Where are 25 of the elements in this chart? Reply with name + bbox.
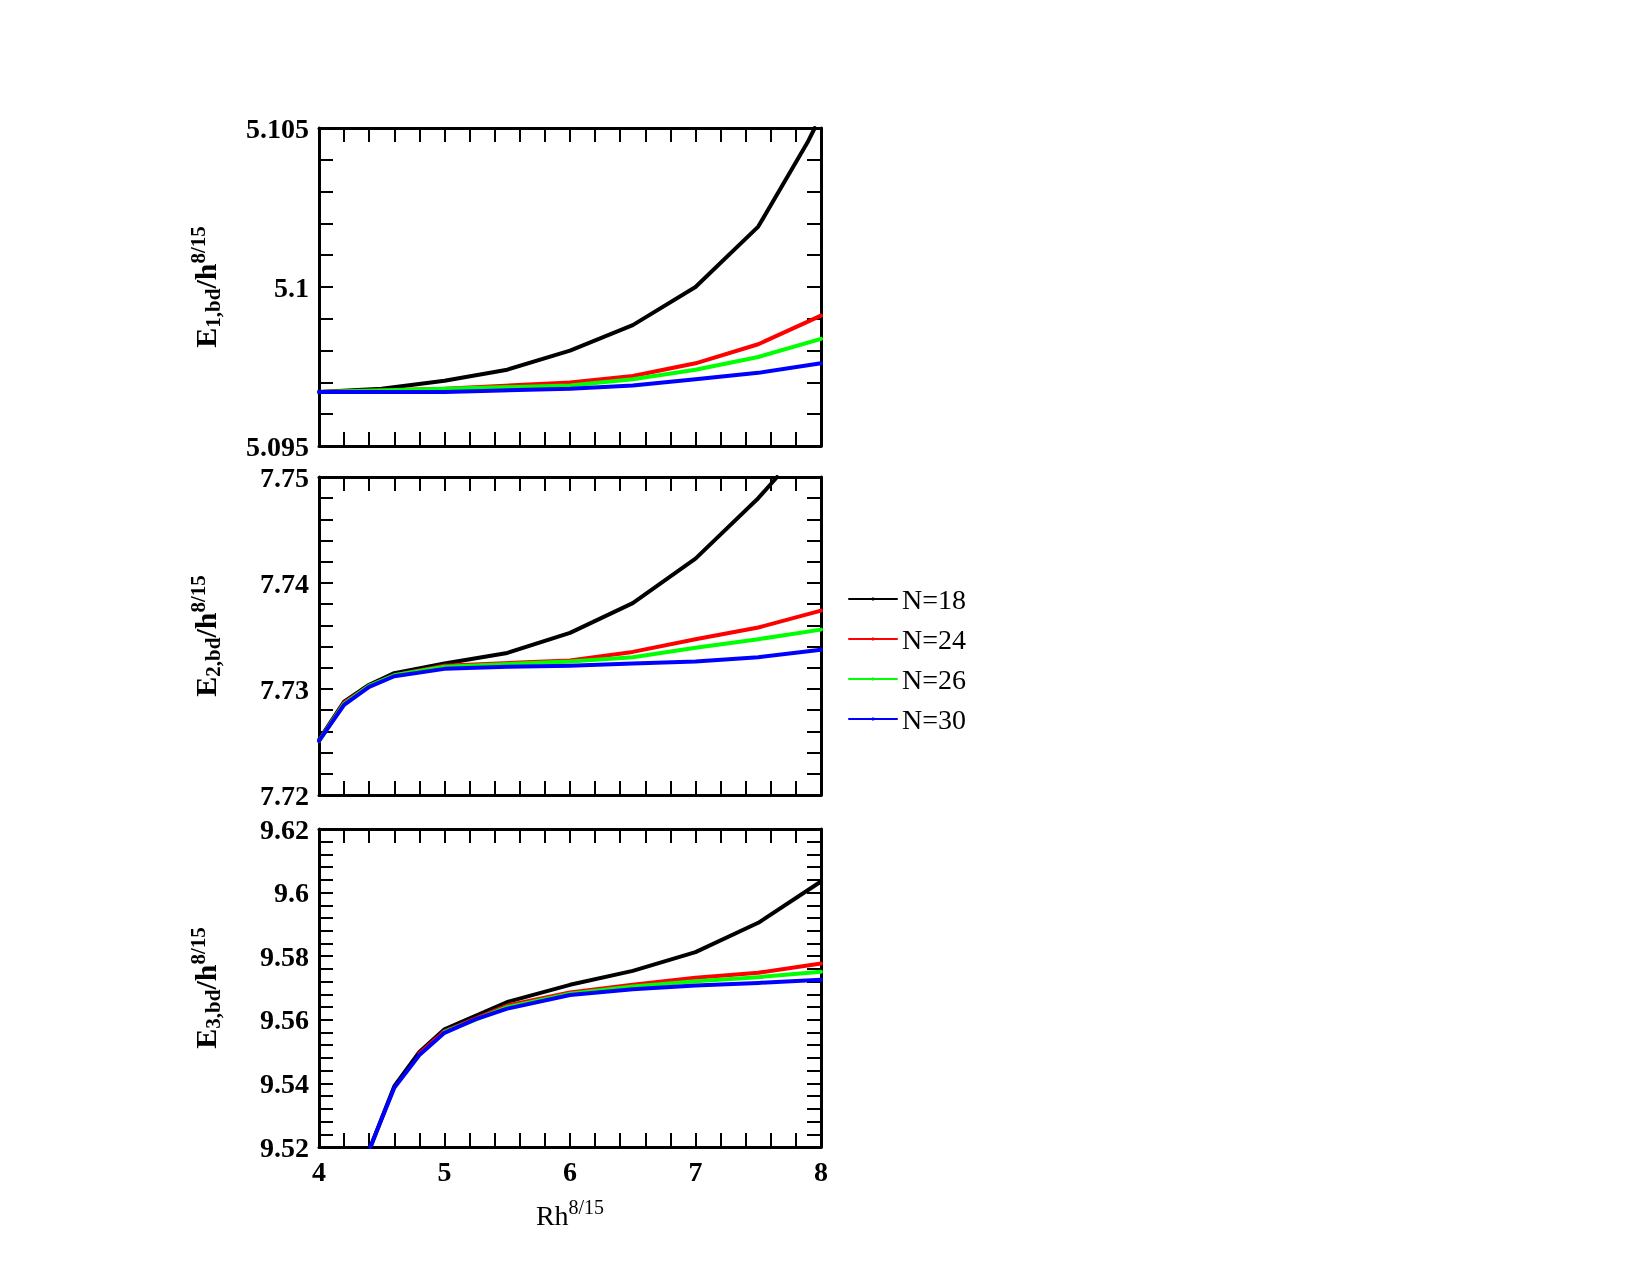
y-tick-label: 5.1 — [274, 271, 309, 303]
x-tick-label: 4 — [312, 1155, 326, 1187]
x-tick-label: 6 — [563, 1155, 577, 1187]
y-tick-label: 9.52 — [260, 1131, 309, 1163]
y-tick-label: 7.75 — [260, 461, 309, 493]
y-axis-title: E3,bd/h8/15 — [185, 927, 225, 1049]
legend-label: N=18 — [902, 583, 967, 615]
x-tick-label: 7 — [688, 1155, 703, 1187]
y-tick-label: 9.58 — [260, 940, 309, 972]
legend-label: N=24 — [902, 623, 967, 655]
y-tick-label: 9.54 — [260, 1067, 309, 1099]
y-tick-label: 9.62 — [260, 813, 309, 845]
y-tick-label: 9.6 — [274, 877, 309, 909]
y-tick-label: 7.72 — [260, 779, 309, 811]
y-tick-label: 5.105 — [246, 112, 309, 144]
y-tick-label: 7.74 — [260, 567, 309, 599]
y-axis-title: E2,bd/h8/15 — [185, 575, 225, 697]
x-tick-label: 5 — [437, 1155, 452, 1187]
y-tick-label: 9.56 — [260, 1004, 309, 1036]
x-tick-label: 8 — [814, 1155, 828, 1187]
y-tick-label: 5.095 — [246, 430, 309, 462]
y-axis-title: E1,bd/h8/15 — [185, 226, 225, 348]
legend-label: N=26 — [902, 663, 967, 695]
y-tick-label: 7.73 — [260, 673, 309, 705]
legend-label: N=30 — [902, 703, 967, 735]
